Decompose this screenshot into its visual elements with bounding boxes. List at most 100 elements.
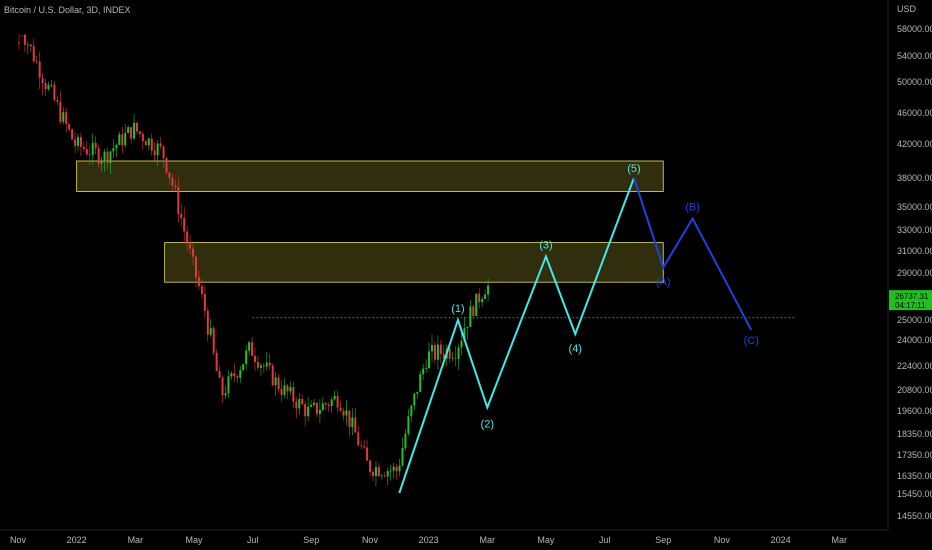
current-price-box	[889, 290, 932, 311]
candle-body	[360, 445, 363, 447]
candle-body	[218, 371, 221, 378]
candle-body	[79, 137, 82, 147]
candle-body	[224, 393, 227, 396]
y-tick-label: 58000.00	[897, 24, 932, 34]
candle-body	[433, 344, 436, 360]
candle-body	[106, 151, 109, 163]
x-tick-label: Jul	[247, 535, 259, 545]
candle-body	[448, 348, 451, 359]
candle-body	[203, 293, 206, 311]
candle-body	[271, 365, 274, 386]
impulse_wave-label: (4)	[569, 343, 582, 355]
x-tick-label: Mar	[128, 535, 144, 545]
candle-body	[212, 328, 215, 353]
candle-body	[133, 122, 136, 139]
candle-body	[348, 410, 351, 428]
candle-body	[195, 256, 197, 278]
price-axis[interactable]: USD 58000.00 54000.00 50000.00 46000.00 4200…	[897, 4, 932, 521]
candle-body	[280, 389, 283, 395]
candle-body	[168, 172, 171, 178]
candle-body	[32, 46, 35, 62]
x-tick-label: Nov	[714, 535, 731, 545]
candle-body	[239, 370, 242, 378]
candle-body	[413, 393, 416, 406]
x-tick-label: Nov	[10, 535, 27, 545]
candle-body	[82, 146, 85, 149]
candle-body	[442, 354, 445, 359]
candle-body	[386, 471, 389, 477]
candle-body	[339, 407, 342, 411]
candle-body	[112, 148, 115, 152]
y-tick-label: 17350.00	[897, 450, 932, 460]
candle-body	[377, 467, 380, 477]
candle-body	[256, 361, 259, 368]
elliott-wave-projection: (1) (2) (3) (4) (5) (A) (B) (C)	[398, 163, 759, 494]
candle-body	[130, 127, 133, 139]
candle-body	[180, 213, 183, 219]
candle-body	[436, 344, 439, 360]
candle-body	[454, 357, 457, 359]
candle-body	[460, 340, 463, 348]
y-tick-label: 18350.00	[897, 429, 932, 439]
chart-title: Bitcoin / U.S. Dollar, 3D, INDEX	[4, 5, 131, 15]
y-tick-label: 38000.00	[897, 173, 932, 183]
candle-body	[318, 410, 321, 414]
candle-body	[138, 131, 141, 134]
candle-body	[159, 143, 162, 147]
candle-body	[71, 129, 74, 140]
candle-body	[85, 148, 88, 155]
corrective_wave-line	[632, 177, 753, 331]
candle-body	[336, 395, 339, 408]
y-tick-label: 24000.00	[897, 335, 932, 345]
candle-body	[230, 373, 233, 377]
corrective_wave-label: (B)	[685, 202, 700, 214]
candle-body	[372, 471, 374, 477]
candle-body	[327, 404, 330, 407]
y-tick-label: 25000.00	[897, 315, 932, 325]
candle-body	[121, 134, 124, 146]
x-tick-label: 2023	[419, 535, 439, 545]
candle-body	[422, 368, 425, 375]
candle-body	[103, 151, 106, 162]
candle-body	[487, 285, 490, 295]
candle-body	[153, 150, 156, 156]
candle-body	[472, 306, 475, 316]
candle-body	[144, 141, 147, 146]
candle-body	[38, 61, 41, 78]
candle-body	[35, 61, 38, 63]
candle-body	[301, 398, 304, 405]
candle-body	[469, 306, 472, 327]
candle-body	[342, 410, 345, 416]
candle-body	[94, 142, 97, 149]
candle-body	[383, 475, 386, 477]
candle-body	[374, 467, 377, 477]
candle-body	[141, 133, 144, 142]
candle-body	[407, 416, 410, 434]
y-tick-label: 14550.00	[897, 511, 932, 521]
current-price-countdown: 04:17:11	[895, 301, 926, 310]
candle-body	[209, 328, 212, 335]
candle-body	[68, 124, 71, 130]
y-tick-label: 33000.00	[897, 225, 932, 235]
candle-body	[156, 143, 159, 156]
candle-body	[236, 376, 239, 378]
candle-body	[481, 298, 484, 303]
candle-body	[177, 186, 180, 214]
y-tick-label: 54000.00	[897, 51, 932, 61]
candle-body	[310, 404, 313, 407]
candle-body	[248, 342, 251, 351]
candle-body	[315, 402, 318, 414]
candle-body	[165, 157, 168, 173]
candle-body	[50, 84, 53, 86]
candle-body	[398, 465, 401, 472]
supply-zones	[76, 160, 664, 283]
candle-body	[366, 447, 369, 461]
candle-body	[26, 44, 29, 46]
candle-body	[457, 347, 460, 359]
candle-body	[254, 355, 256, 362]
time-axis[interactable]: Nov 2022 Mar May Jul Sep Nov 2023 Mar May Jul Sep No…	[10, 535, 847, 545]
current-price-label: 26737.31	[895, 292, 929, 301]
candle-body	[18, 42, 20, 44]
candle-body	[475, 293, 478, 316]
